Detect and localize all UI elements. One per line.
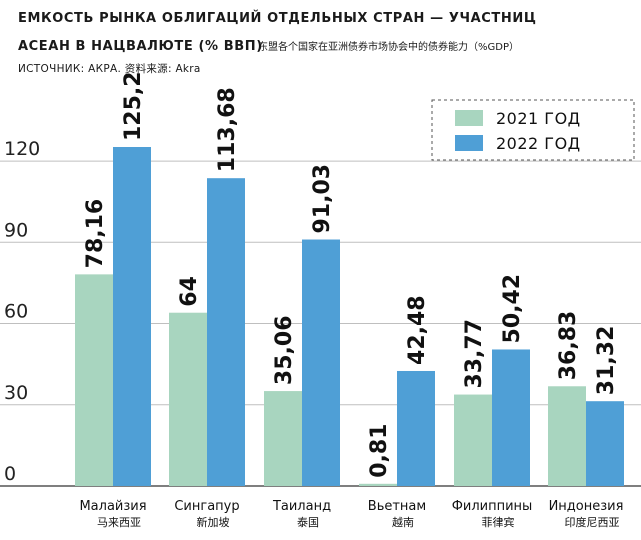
x-label-ru-0: Малайзия bbox=[79, 499, 146, 514]
y-tick-label: 30 bbox=[4, 382, 28, 404]
bar-0-1 bbox=[169, 312, 207, 486]
bar-0-4 bbox=[454, 394, 492, 486]
x-label-cn-3: 越南 bbox=[392, 515, 414, 529]
bar-1-1 bbox=[207, 178, 245, 487]
y-axis-ticks: 0 30 60 90 120 bbox=[4, 138, 40, 485]
bar-1-0 bbox=[113, 147, 151, 486]
y-tick-label: 60 bbox=[4, 301, 28, 323]
value-label-0-4: 33,77 bbox=[462, 319, 487, 389]
bar-0-5 bbox=[548, 386, 586, 486]
value-label-0-3: 0,81 bbox=[367, 424, 392, 478]
y-tick-label: 90 bbox=[4, 219, 28, 241]
value-label-0-0: 78,16 bbox=[83, 199, 108, 269]
bar-1-4 bbox=[492, 349, 530, 486]
x-label-cn-2: 泰国 bbox=[297, 515, 319, 529]
value-label-1-3: 42,48 bbox=[405, 295, 430, 365]
value-label-1-4: 50,42 bbox=[500, 274, 525, 344]
chart-subtitle-cn: 东盟各个国家在亚洲债券市场协会中的债券能力（%GDP） bbox=[258, 40, 519, 53]
bar-0-0 bbox=[75, 274, 113, 486]
x-label-cn-0: 马来西亚 bbox=[97, 516, 141, 529]
value-label-1-1: 113,68 bbox=[215, 87, 240, 172]
value-label-0-1: 64 bbox=[177, 276, 202, 307]
legend-label-2022: 2022 ГОД bbox=[496, 134, 581, 153]
chart-title-line2: АСЕАН В НАЦВАЛЮТЕ (% ВВП) bbox=[18, 39, 263, 54]
value-label-1-0: 125,2 bbox=[121, 71, 146, 141]
value-label-1-5: 31,32 bbox=[594, 326, 619, 396]
bar-0-2 bbox=[264, 391, 302, 486]
x-label-ru-3: Вьетнам bbox=[368, 499, 426, 514]
x-label-cn-1: 新加坡 bbox=[197, 515, 230, 529]
chart-title-line1: ЕМКОСТЬ РЫНКА ОБЛИГАЦИЙ ОТДЕЛЬНЫХ СТРАН … bbox=[18, 10, 536, 26]
legend-label-2021: 2021 ГОД bbox=[496, 109, 581, 128]
value-label-0-2: 35,06 bbox=[272, 315, 297, 385]
x-label-cn-5: 印度尼西亚 bbox=[565, 515, 620, 529]
legend-box bbox=[431, 99, 635, 161]
bar-1-2 bbox=[302, 239, 340, 486]
bar-1-3 bbox=[397, 370, 435, 486]
value-labels: 78,16 64 35,06 0,81 33,77 36,83 125,2 113,68 91,… bbox=[83, 71, 619, 477]
x-label-ru-4: Филиппины bbox=[452, 499, 533, 514]
x-label-ru-2: Таиланд bbox=[272, 499, 331, 514]
x-label-cn-4: 菲律宾 bbox=[482, 515, 515, 529]
bars bbox=[75, 147, 624, 487]
y-tick-label: 120 bbox=[4, 138, 40, 160]
x-label-ru-5: Индонезия bbox=[549, 499, 624, 514]
legend-swatch-2022 bbox=[455, 135, 483, 151]
value-label-0-5: 36,83 bbox=[556, 311, 581, 381]
bar-1-5 bbox=[586, 401, 624, 486]
bar-0-3 bbox=[359, 483, 397, 486]
y-tick-label: 0 bbox=[4, 463, 16, 485]
value-label-1-2: 91,03 bbox=[310, 164, 335, 234]
x-label-ru-1: Сингапур bbox=[174, 499, 239, 514]
legend-swatch-2021 bbox=[455, 110, 483, 126]
legend: 2021 ГОД 2022 ГОД bbox=[431, 99, 635, 161]
chart-source: ИСТОЧНИК: АКРА. 资料来源: Akra bbox=[18, 62, 201, 75]
